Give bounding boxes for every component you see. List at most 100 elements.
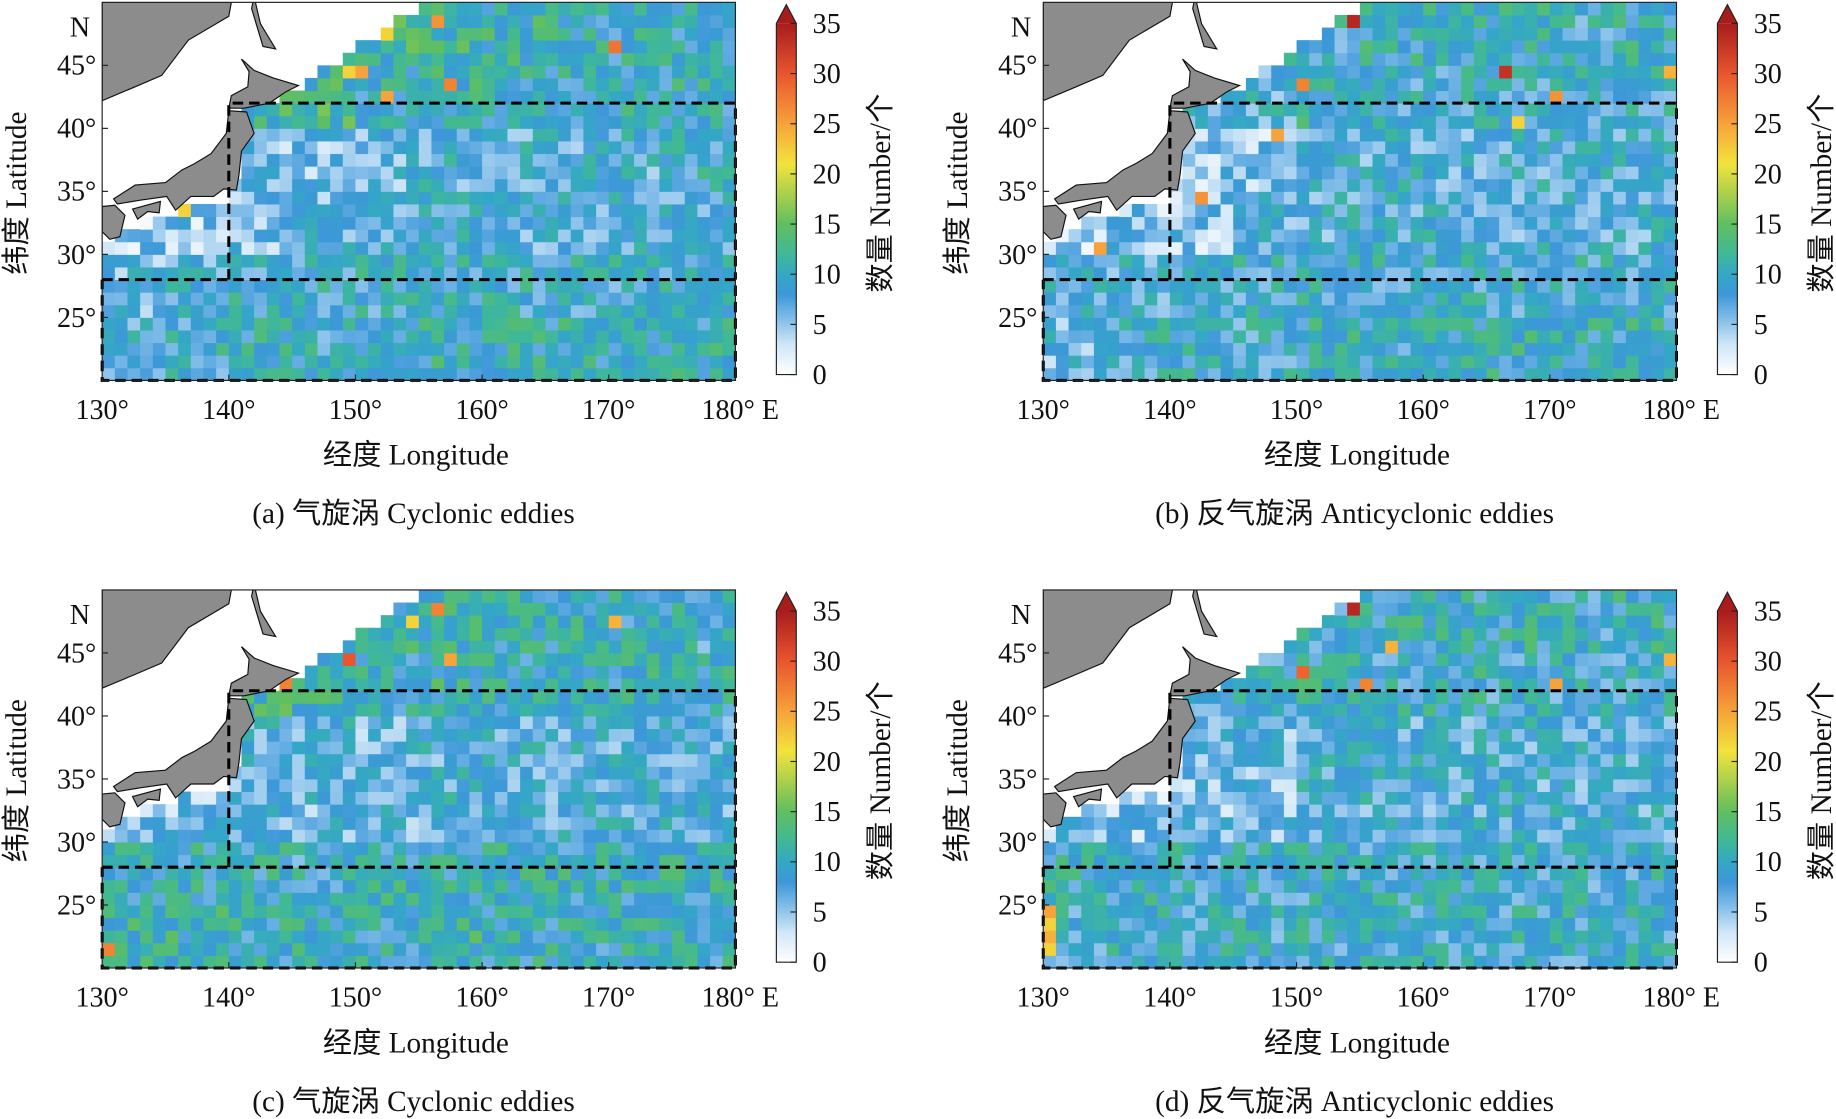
heatmap-cell — [1309, 241, 1323, 255]
heatmap-cell — [1613, 2, 1627, 16]
heatmap-cell — [444, 317, 458, 331]
heatmap-cell — [431, 841, 445, 856]
heatmap-cell — [1271, 904, 1285, 919]
heatmap-cell — [1511, 841, 1525, 856]
heatmap-cell — [1359, 229, 1373, 243]
heatmap-cell — [1347, 703, 1361, 717]
heatmap-cell — [1245, 367, 1260, 381]
heatmap-cell — [393, 216, 407, 230]
heatmap-cell — [1359, 665, 1373, 679]
heatmap-cell — [1296, 128, 1310, 142]
heatmap-cell — [596, 178, 610, 192]
heatmap-cell — [1271, 266, 1285, 281]
heatmap-cell — [1043, 317, 1057, 331]
heatmap-cell — [1296, 791, 1310, 805]
heatmap-cell — [228, 816, 242, 830]
heatmap-cell — [1283, 203, 1298, 218]
heatmap-cell — [304, 166, 318, 180]
heatmap-cell — [621, 841, 635, 856]
heatmap-cell — [1575, 317, 1589, 331]
heatmap-cell — [672, 14, 686, 29]
heatmap-cell — [469, 65, 483, 79]
heatmap-cell — [507, 342, 521, 356]
heatmap-cell — [1435, 728, 1449, 742]
heatmap-cell — [380, 216, 394, 230]
heatmap-cell — [494, 216, 508, 230]
heatmap-cell — [1068, 816, 1082, 830]
heatmap-cell — [634, 90, 648, 104]
heatmap-cell — [1283, 229, 1298, 243]
heatmap-cell — [279, 241, 293, 255]
heatmap-cell — [482, 241, 496, 255]
heatmap-cell — [1195, 342, 1209, 356]
heatmap-cell — [1245, 90, 1260, 104]
heatmap-cell — [1093, 304, 1108, 318]
heatmap-cell — [596, 791, 610, 805]
heatmap-cell — [1397, 917, 1411, 931]
heatmap-cell — [444, 690, 458, 704]
heatmap-cell — [1385, 65, 1399, 79]
heatmap-cell — [1499, 52, 1513, 66]
heatmap-cell — [1309, 77, 1323, 92]
heatmap-cell — [684, 703, 698, 717]
heatmap-cell — [1106, 804, 1120, 818]
heatmap-cell — [1385, 342, 1399, 356]
heatmap-cell — [1651, 266, 1665, 281]
heatmap-cell — [1448, 52, 1462, 66]
heatmap-cell — [1575, 266, 1589, 281]
heatmap-cell — [596, 77, 610, 92]
heatmap-cell — [672, 254, 686, 268]
heatmap-cell — [1157, 930, 1171, 944]
heatmap-cell — [545, 14, 559, 29]
heatmap-cell — [1473, 65, 1487, 79]
heatmap-cell — [1473, 930, 1487, 944]
heatmap-cell — [646, 254, 660, 268]
heatmap-cell — [1562, 115, 1576, 129]
heatmap-cell — [406, 241, 420, 255]
heatmap-cell — [1486, 304, 1500, 318]
heatmap-cell — [684, 652, 698, 667]
heatmap-cell — [1435, 791, 1449, 805]
heatmap-cell — [304, 778, 318, 793]
heatmap-cell — [342, 690, 356, 704]
heatmap-cell — [1448, 367, 1462, 381]
heatmap-cell — [1461, 778, 1475, 793]
heatmap-cell — [114, 330, 128, 344]
heatmap-cell — [1055, 317, 1070, 331]
heatmap-cell — [482, 728, 496, 742]
heatmap-cell — [114, 266, 128, 281]
heatmap-cell — [1486, 317, 1500, 331]
heatmap-cell — [558, 128, 572, 142]
heatmap-cell — [1106, 254, 1120, 268]
heatmap-cell — [1131, 854, 1146, 868]
heatmap-cell — [1119, 367, 1133, 381]
heatmap-cell — [254, 791, 268, 805]
heatmap-cell — [1195, 703, 1209, 717]
heatmap-cell — [697, 690, 711, 704]
heatmap-cell — [1081, 804, 1095, 818]
heatmap-cell — [1321, 166, 1336, 180]
heatmap-cell — [1233, 203, 1247, 218]
heatmap-cell — [406, 14, 420, 29]
heatmap-cell — [1511, 14, 1525, 29]
heatmap-cell — [216, 229, 230, 243]
heatmap-cell — [1271, 715, 1285, 730]
heatmap-cell — [456, 665, 470, 679]
heatmap-cell — [659, 77, 673, 92]
heatmap-cell — [1207, 955, 1222, 969]
heatmap-cell — [646, 292, 660, 306]
heatmap-cell — [1651, 816, 1665, 830]
heatmap-cell — [1663, 816, 1677, 830]
heatmap-cell — [1511, 128, 1525, 142]
heatmap-cell — [659, 229, 673, 243]
heatmap-cell — [1651, 103, 1665, 117]
heatmap-cell — [1423, 841, 1437, 856]
heatmap-cell — [330, 678, 344, 692]
heatmap-cell — [1537, 65, 1551, 79]
heatmap-cell — [368, 279, 382, 293]
heatmap-cell — [406, 778, 420, 793]
heatmap-cell — [1220, 342, 1234, 356]
heatmap-cell — [1600, 103, 1614, 117]
heatmap-cell — [1625, 2, 1639, 16]
heatmap-cell — [1651, 52, 1665, 66]
